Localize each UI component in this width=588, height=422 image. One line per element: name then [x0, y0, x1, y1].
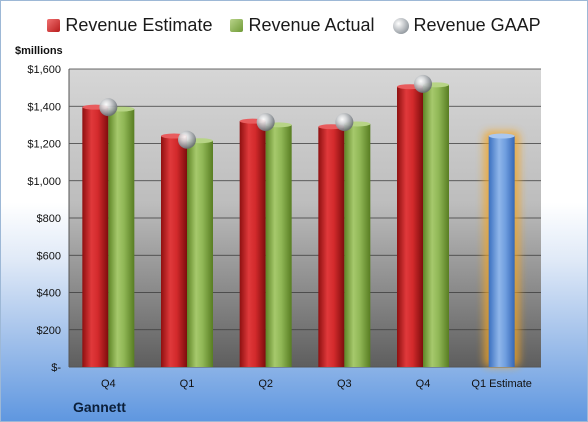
- legend: Revenue Estimate Revenue Actual Revenue …: [1, 15, 587, 36]
- y-tick-label: $1,000: [27, 176, 61, 188]
- bar-revenue-actual: [108, 109, 135, 367]
- x-tick-label: Q1 Estimate: [471, 378, 532, 390]
- y-tick-label: $1,400: [27, 101, 61, 113]
- legend-swatch-green: [230, 19, 244, 32]
- bar-revenue-actual: [187, 140, 213, 367]
- bar-revenue-actual: [423, 84, 449, 368]
- bar-revenue-estimate: [82, 107, 109, 368]
- x-tick-label: Q3: [337, 378, 352, 390]
- legend-label: Revenue Estimate: [65, 15, 213, 35]
- y-tick-label: $1,200: [27, 139, 61, 151]
- x-tick-label: Q2: [258, 378, 273, 390]
- y-tick-label: $400: [37, 288, 61, 300]
- bar-revenue-actual: [344, 123, 371, 367]
- legend-marker-gray: [392, 17, 409, 34]
- bar-revenue-estimate: [318, 126, 345, 367]
- x-tick-label: Q4: [416, 378, 431, 390]
- y-tick-label: $800: [37, 213, 61, 225]
- x-tick-label: Q1: [180, 378, 195, 390]
- legend-swatch-red: [47, 19, 61, 32]
- y-axis-unit-label: $millions: [15, 45, 63, 57]
- bar-top-q1-estimate: [488, 133, 515, 139]
- bar-revenue-estimate: [397, 86, 423, 367]
- legend-label: Revenue GAAP: [413, 15, 541, 35]
- x-tick-label: Q4: [101, 378, 116, 390]
- legend-item-revenue-estimate: Revenue Estimate: [47, 15, 212, 36]
- marker-revenue-gaap: [256, 113, 275, 132]
- legend-item-revenue-gaap: Revenue GAAP: [392, 15, 541, 36]
- legend-item-revenue-actual: Revenue Actual: [230, 15, 375, 36]
- y-tick-label: $-: [51, 362, 61, 374]
- y-tick-label: $1,600: [27, 64, 61, 76]
- bar-revenue-actual: [265, 124, 292, 367]
- bar-revenue-estimate: [161, 136, 187, 367]
- bar-revenue-estimate: [239, 121, 266, 368]
- marker-revenue-gaap: [335, 113, 354, 132]
- y-tick-label: $200: [37, 325, 61, 337]
- bar-q1-estimate: [488, 136, 515, 367]
- marker-revenue-gaap: [178, 130, 196, 149]
- legend-label: Revenue Actual: [248, 15, 375, 35]
- y-tick-label: $600: [37, 250, 61, 262]
- marker-revenue-gaap: [414, 74, 432, 93]
- company-name: Gannett: [73, 399, 126, 415]
- marker-revenue-gaap: [99, 98, 118, 117]
